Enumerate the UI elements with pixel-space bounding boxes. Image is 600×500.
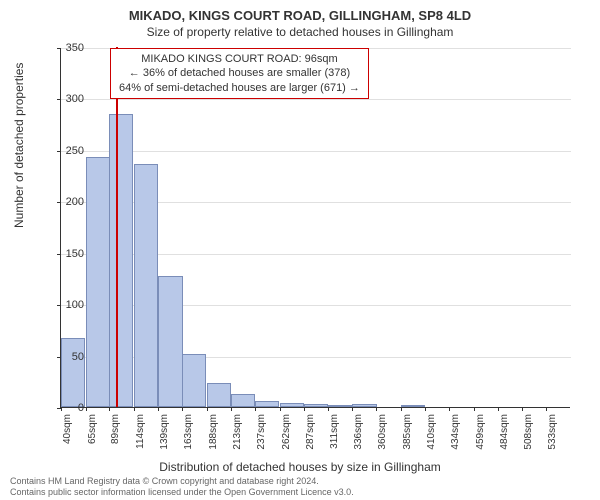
histogram-bar <box>134 164 158 407</box>
xtick-label: 262sqm <box>281 414 292 454</box>
histogram-bar <box>401 405 425 407</box>
histogram-bar <box>158 276 182 407</box>
footer-attribution: Contains HM Land Registry data © Crown c… <box>10 476 354 498</box>
histogram-bar <box>352 404 376 407</box>
ytick-mark <box>57 48 61 49</box>
x-axis-label: Distribution of detached houses by size … <box>0 460 600 474</box>
xtick-label: 360sqm <box>377 414 388 454</box>
ytick-label: 250 <box>66 145 84 157</box>
xtick-label: 287sqm <box>305 414 316 454</box>
histogram-bar <box>231 394 255 407</box>
chart-title-main: MIKADO, KINGS COURT ROAD, GILLINGHAM, SP… <box>0 0 600 23</box>
xtick-label: 139sqm <box>159 414 170 454</box>
ytick-label: 150 <box>66 248 84 260</box>
histogram-bar <box>280 403 304 407</box>
xtick-label: 459sqm <box>475 414 486 454</box>
xtick-mark <box>474 407 475 411</box>
ytick-mark <box>57 254 61 255</box>
xtick-label: 508sqm <box>523 414 534 454</box>
ytick-label: 0 <box>78 402 84 414</box>
annotation-line2: ← 36% of detached houses are smaller (37… <box>119 66 360 80</box>
xtick-mark <box>86 407 87 411</box>
xtick-mark <box>522 407 523 411</box>
histogram-bar <box>255 401 279 407</box>
histogram-bar <box>182 354 206 407</box>
histogram-bar <box>207 383 231 407</box>
histogram-bar <box>61 338 85 407</box>
xtick-label: 65sqm <box>87 414 98 454</box>
annotation-line1: MIKADO KINGS COURT ROAD: 96sqm <box>119 52 360 66</box>
ytick-label: 350 <box>66 42 84 54</box>
xtick-mark <box>280 407 281 411</box>
ytick-label: 200 <box>66 196 84 208</box>
ytick-mark <box>57 99 61 100</box>
ytick-mark <box>57 305 61 306</box>
xtick-mark <box>158 407 159 411</box>
xtick-label: 410sqm <box>426 414 437 454</box>
xtick-label: 163sqm <box>183 414 194 454</box>
footer-line2: Contains public sector information licen… <box>10 487 354 498</box>
xtick-mark <box>207 407 208 411</box>
footer-line1: Contains HM Land Registry data © Crown c… <box>10 476 354 487</box>
xtick-label: 114sqm <box>135 414 146 454</box>
ytick-mark <box>57 151 61 152</box>
xtick-label: 434sqm <box>450 414 461 454</box>
xtick-mark <box>352 407 353 411</box>
xtick-mark <box>255 407 256 411</box>
xtick-mark <box>425 407 426 411</box>
annotation-line3: 64% of semi-detached houses are larger (… <box>119 81 360 95</box>
xtick-mark <box>328 407 329 411</box>
chart-area <box>60 48 570 408</box>
xtick-mark <box>401 407 402 411</box>
xtick-mark <box>134 407 135 411</box>
xtick-mark <box>376 407 377 411</box>
xtick-label: 484sqm <box>499 414 510 454</box>
ytick-label: 100 <box>66 299 84 311</box>
plot-area <box>60 48 570 408</box>
xtick-mark <box>449 407 450 411</box>
histogram-bar <box>86 157 110 407</box>
xtick-label: 336sqm <box>353 414 364 454</box>
ytick-mark <box>57 202 61 203</box>
histogram-bar <box>328 405 352 407</box>
xtick-label: 40sqm <box>62 414 73 454</box>
xtick-label: 213sqm <box>232 414 243 454</box>
xtick-mark <box>231 407 232 411</box>
xtick-mark <box>109 407 110 411</box>
xtick-label: 188sqm <box>208 414 219 454</box>
xtick-mark <box>304 407 305 411</box>
xtick-label: 311sqm <box>329 414 340 454</box>
gridline <box>61 151 571 152</box>
xtick-mark <box>546 407 547 411</box>
annotation-box: MIKADO KINGS COURT ROAD: 96sqm ← 36% of … <box>110 48 369 99</box>
histogram-bar <box>109 114 133 407</box>
chart-title-sub: Size of property relative to detached ho… <box>0 23 600 39</box>
xtick-label: 533sqm <box>547 414 558 454</box>
xtick-mark <box>61 407 62 411</box>
ytick-label: 300 <box>66 93 84 105</box>
histogram-bar <box>304 404 328 407</box>
y-axis-label: Number of detached properties <box>12 63 26 228</box>
marker-line <box>116 47 118 407</box>
ytick-label: 50 <box>72 351 84 363</box>
xtick-label: 385sqm <box>402 414 413 454</box>
xtick-mark <box>182 407 183 411</box>
gridline <box>61 99 571 100</box>
xtick-mark <box>498 407 499 411</box>
xtick-label: 237sqm <box>256 414 267 454</box>
xtick-label: 89sqm <box>110 414 121 454</box>
